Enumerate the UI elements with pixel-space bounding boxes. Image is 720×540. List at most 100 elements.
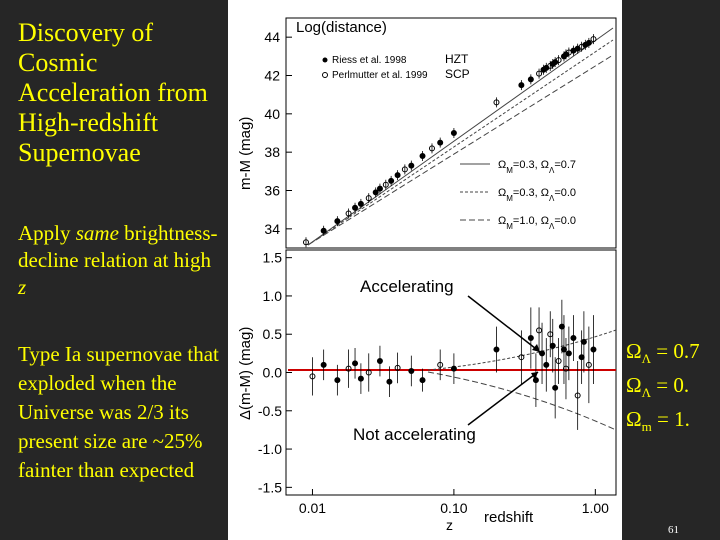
- residual-model-matter: [427, 371, 617, 431]
- omega-value: = 0.: [651, 373, 690, 398]
- top-data-point: [302, 239, 309, 246]
- model-line-flat-matter: [307, 54, 614, 246]
- bottom-data-point: [578, 354, 585, 361]
- top-panel-frame: [285, 17, 617, 249]
- bottom-ytick-label: -1.0: [258, 441, 282, 457]
- top-data-point: [555, 57, 562, 64]
- top-ytick-label: 36: [264, 183, 280, 199]
- bottom-data-point: [352, 360, 359, 367]
- bottom-ytick-label: -1.5: [258, 479, 282, 495]
- top-y-ticks: 34 36 38 40 42 44: [264, 29, 292, 237]
- bottom-data-point: [527, 335, 534, 342]
- omega-value: = 1.: [651, 407, 690, 432]
- top-ylabel: m-M (mag): [237, 117, 254, 190]
- apply-prefix: Apply: [18, 221, 76, 245]
- bottom-data-point: [320, 361, 327, 368]
- omega-symbol: Ω: [626, 373, 642, 398]
- top-ytick-label: 40: [264, 106, 280, 122]
- top-ytick-label: 34: [264, 221, 280, 237]
- model-line-lambda: [307, 27, 614, 246]
- apply-emphasis: same: [75, 221, 119, 245]
- legend-scp: SCP: [445, 67, 470, 81]
- bottom-data-point: [493, 346, 500, 353]
- top-ytick-label: 44: [264, 29, 280, 45]
- top-data-point: [352, 204, 359, 211]
- bottom-data-point: [562, 365, 569, 372]
- not-accelerating-arrowhead: [531, 372, 538, 380]
- model-labels: ΩM=0.3, ΩΛ=0.7 ΩM=0.3, ΩΛ=0.0 ΩM=1.0, ΩΛ=0…: [460, 159, 576, 231]
- omega-subscript: Λ: [641, 351, 652, 367]
- bottom-xtick-label: 0.10: [440, 500, 467, 516]
- bottom-data-point: [518, 354, 525, 361]
- apply-text: Apply same brightness-decline relation a…: [18, 220, 223, 301]
- omega-value: = 0.7: [651, 339, 700, 363]
- bottom-data-points: [309, 299, 597, 430]
- top-data-point: [365, 195, 372, 202]
- bottom-data-point: [552, 384, 559, 391]
- bottom-ytick-label: -0.5: [258, 403, 282, 419]
- top-data-point: [585, 39, 592, 46]
- bottom-data-point: [408, 367, 415, 374]
- accelerating-arrowhead: [532, 344, 540, 352]
- top-data-points: [302, 34, 597, 248]
- bottom-data-point: [543, 361, 550, 368]
- apply-z: z: [18, 275, 27, 299]
- top-data-point: [536, 70, 543, 77]
- omega-subscript: m: [641, 419, 652, 435]
- bottom-ytick-label: 0.5: [263, 326, 283, 342]
- bottom-data-point: [585, 361, 592, 368]
- top-data-point: [372, 189, 379, 196]
- top-ytick-label: 38: [264, 144, 280, 160]
- bottom-data-point: [580, 338, 587, 345]
- bottom-data-point: [574, 392, 581, 399]
- bottom-y-ticks: 1.5 1.0 0.5 0.0 -0.5 -1.0 -1.5: [258, 250, 292, 495]
- bottom-data-point: [560, 346, 567, 353]
- bottom-data-point: [558, 323, 565, 330]
- apply-middle: brightness-decline relation at high: [18, 221, 218, 272]
- model-label: ΩM=0.3, ΩΛ=0.0: [498, 187, 576, 203]
- bottom-x-ticks: 0.01 0.10 1.00: [299, 489, 609, 516]
- top-data-point: [357, 200, 364, 207]
- omega-symbol: Ω: [626, 339, 642, 363]
- top-data-point: [428, 145, 435, 152]
- bottom-ytick-label: 0.0: [263, 365, 283, 381]
- hubble-diagram-svg: 34 36 38 40 42 44 1.5 1.0 0.5 0.0 -0.5 -1.0 -1.5 0.…: [237, 17, 617, 533]
- bottom-data-point: [590, 346, 597, 353]
- not-accelerating-label: Not accelerating: [353, 425, 476, 444]
- top-data-point: [376, 185, 383, 192]
- top-data-point: [527, 76, 534, 83]
- bottom-data-point: [570, 335, 577, 342]
- omega-legend: ΩΛ = 0.7 ΩΛ = 0. Ωm = 1.: [626, 338, 720, 441]
- top-data-point: [334, 218, 341, 225]
- bottom-data-point: [365, 369, 372, 376]
- bottom-xtick-label: 1.00: [582, 500, 609, 516]
- bottom-data-point: [309, 373, 316, 380]
- top-data-point: [388, 177, 395, 184]
- legend-hzt: HZT: [445, 52, 469, 66]
- legend-perlmutter: Perlmutter et al. 1999: [332, 70, 428, 81]
- accelerating-label: Accelerating: [360, 277, 454, 296]
- top-data-point: [450, 130, 457, 136]
- top-data-point: [345, 210, 352, 217]
- bottom-data-point: [334, 377, 341, 384]
- redshift-label: redshift: [484, 509, 534, 526]
- bottom-ylabel: Δ(m-M) (mag): [237, 327, 254, 420]
- residual-model-lambda: [427, 329, 617, 371]
- top-data-point: [493, 99, 500, 106]
- top-data-point: [320, 227, 327, 234]
- legend-riess: Riess et al. 1998: [332, 55, 407, 66]
- hubble-figure: 34 36 38 40 42 44 1.5 1.0 0.5 0.0 -0.5 -1.0 -1.5 0.…: [228, 0, 622, 540]
- bottom-data-point: [376, 358, 383, 365]
- bottom-xlabel: z: [446, 517, 453, 533]
- top-data-point: [401, 166, 408, 173]
- omega-legend-line-2: ΩΛ = 0.: [626, 372, 720, 406]
- omega-legend-line-3: Ωm = 1.: [626, 406, 720, 440]
- bottom-data-point: [386, 378, 393, 385]
- bottom-data-point: [549, 342, 556, 349]
- top-ytick-label: 42: [264, 68, 280, 84]
- top-data-point: [518, 82, 525, 89]
- bottom-ytick-label: 1.5: [263, 250, 283, 266]
- omega-symbol: Ω: [626, 407, 642, 432]
- legend-riess-marker: [322, 57, 328, 63]
- bottom-data-point: [394, 364, 401, 371]
